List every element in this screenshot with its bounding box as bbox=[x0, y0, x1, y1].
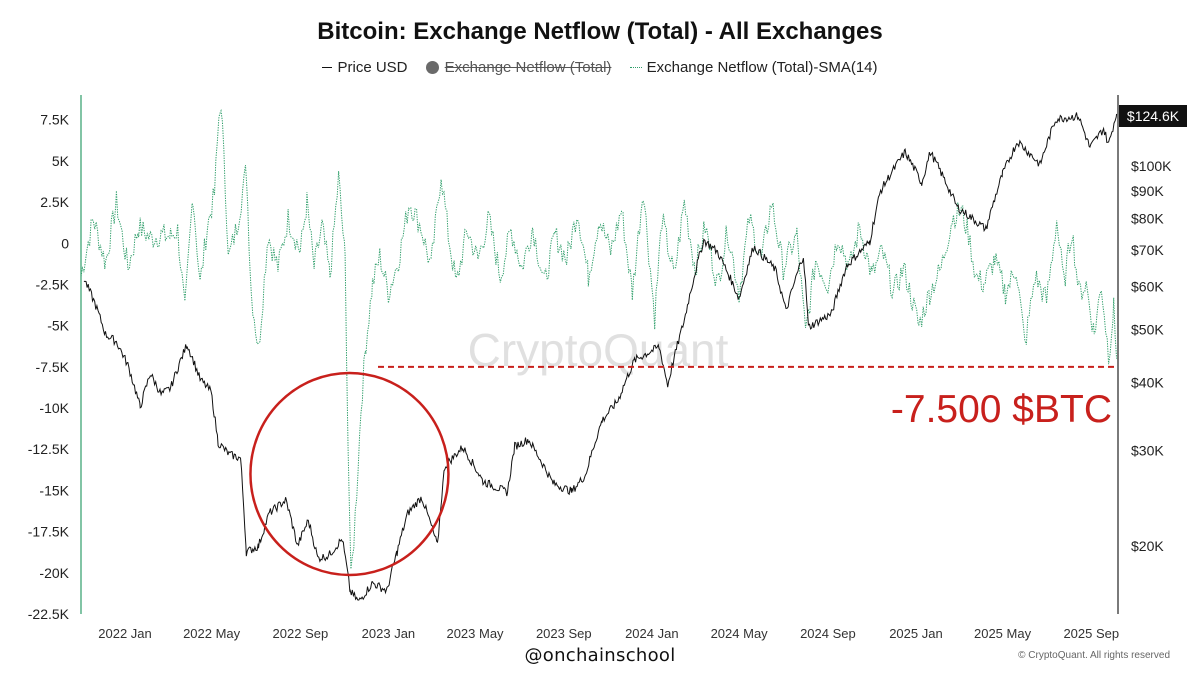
legend-price-label: Price USD bbox=[337, 58, 408, 76]
x-tick-label: 2022 Jan bbox=[98, 626, 152, 641]
chart-title: Bitcoin: Exchange Netflow (Total) - All … bbox=[317, 18, 883, 45]
current-price-badge: $124.6K bbox=[1119, 105, 1187, 127]
left-tick-label: 0 bbox=[61, 235, 69, 251]
right-tick-label: $40K bbox=[1131, 374, 1164, 390]
left-tick-label: 7.5K bbox=[40, 112, 69, 128]
author-handle[interactable]: @onchainschool bbox=[524, 645, 676, 666]
right-tick-label: $70K bbox=[1131, 242, 1164, 258]
right-tick-label: $50K bbox=[1131, 322, 1164, 338]
chart-legend: Price USD Exchange Netflow (Total) Excha… bbox=[0, 58, 1200, 76]
legend-sma-label: Exchange Netflow (Total)-SMA(14) bbox=[646, 58, 878, 76]
sma-series bbox=[80, 108, 1118, 569]
left-tick-label: -2.5K bbox=[36, 276, 70, 292]
annotation-label: -7.500 $BTC bbox=[891, 388, 1112, 431]
highlight-circle bbox=[249, 371, 450, 577]
right-tick-label: $60K bbox=[1131, 279, 1164, 295]
legend-sma[interactable]: Exchange Netflow (Total)-SMA(14) bbox=[629, 58, 878, 76]
right-axis-ticks: $100K $90K $80K $70K $60K $50K $40K $30K $20K bbox=[1131, 158, 1172, 554]
right-tick-label: $100K bbox=[1131, 158, 1172, 174]
left-tick-label: 5K bbox=[52, 153, 70, 169]
right-tick-label: $80K bbox=[1131, 211, 1164, 227]
left-axis-ticks: 7.5K 5K 2.5K 0 -2.5K -5K -7.5K -10K -12.5K -15K -1… bbox=[28, 112, 70, 622]
x-tick-label: 2022 Sep bbox=[273, 626, 329, 641]
x-tick-label: 2022 May bbox=[183, 626, 241, 641]
legend-price[interactable]: Price USD bbox=[322, 58, 408, 76]
x-tick-label: 2025 May bbox=[974, 626, 1032, 641]
left-tick-label: -17.5K bbox=[28, 524, 70, 540]
copyright-notice: © CryptoQuant. All rights reserved bbox=[1018, 650, 1170, 661]
left-tick-label: -22.5K bbox=[28, 606, 70, 622]
x-tick-label: 2023 Sep bbox=[536, 626, 592, 641]
x-tick-label: 2023 Jan bbox=[362, 626, 416, 641]
x-tick-label: 2025 Sep bbox=[1063, 626, 1119, 641]
legend-netflow-swatch bbox=[425, 61, 439, 75]
left-tick-label: -20K bbox=[39, 565, 69, 581]
sma-line bbox=[80, 108, 1118, 569]
left-tick-label: -12.5K bbox=[28, 441, 70, 457]
x-tick-label: 2025 Jan bbox=[889, 626, 943, 641]
annotations bbox=[249, 365, 1118, 577]
left-tick-label: -10K bbox=[39, 400, 69, 416]
x-tick-label: 2023 May bbox=[446, 626, 504, 641]
x-axis-ticks: 2022 Jan 2022 May 2022 Sep 2023 Jan 2023 May… bbox=[98, 626, 1119, 641]
left-tick-label: -7.5K bbox=[36, 359, 70, 375]
left-tick-label: -5K bbox=[47, 318, 69, 334]
price-series bbox=[83, 112, 1118, 601]
right-tick-label: $20K bbox=[1131, 538, 1164, 554]
x-tick-label: 2024 May bbox=[711, 626, 769, 641]
legend-netflow[interactable]: Exchange Netflow (Total) bbox=[425, 58, 612, 76]
left-tick-label: 2.5K bbox=[40, 194, 69, 210]
x-tick-label: 2024 Sep bbox=[800, 626, 856, 641]
watermark: CryptoQuant bbox=[468, 324, 729, 376]
legend-netflow-label: Exchange Netflow (Total) bbox=[444, 58, 612, 76]
left-tick-label: -15K bbox=[39, 482, 69, 498]
right-tick-label: $90K bbox=[1131, 183, 1164, 199]
price-line bbox=[83, 112, 1118, 601]
legend-price-swatch bbox=[322, 67, 333, 69]
x-tick-label: 2024 Jan bbox=[625, 626, 679, 641]
legend-sma-swatch bbox=[629, 67, 642, 69]
right-tick-label: $30K bbox=[1131, 442, 1164, 458]
